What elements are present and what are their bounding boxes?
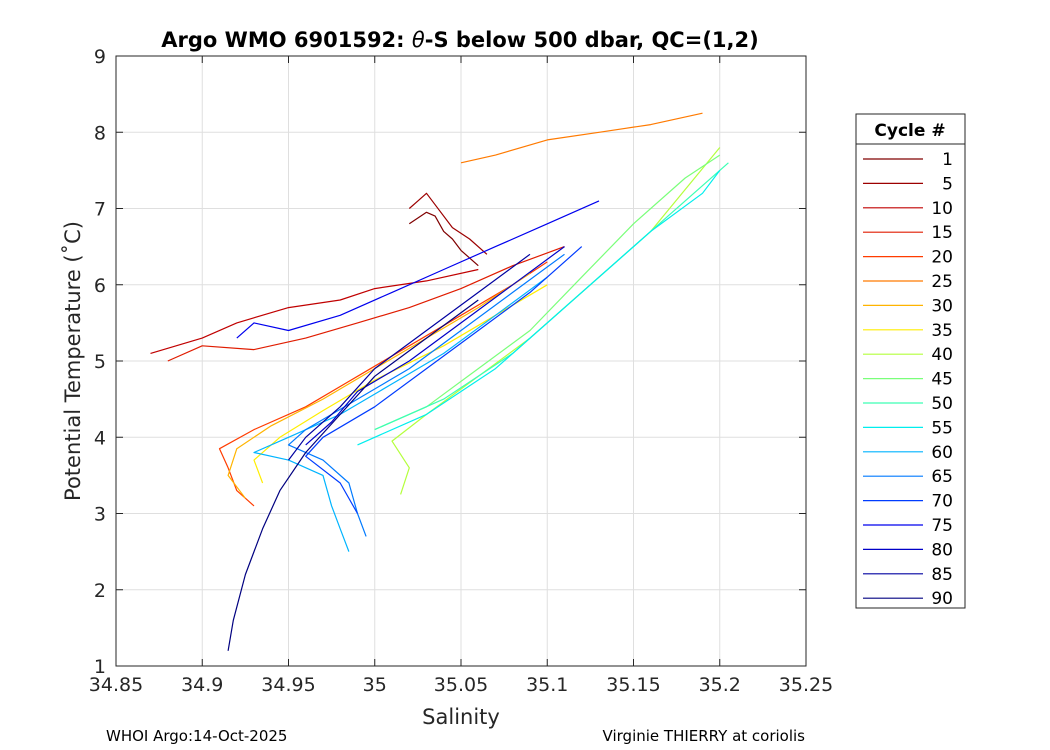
- legend-label: 30: [931, 296, 953, 316]
- legend-label: 85: [931, 565, 953, 585]
- x-tick-label: 35.1: [526, 674, 568, 696]
- y-tick-label: 1: [94, 656, 106, 678]
- x-tick-label: 35.15: [606, 674, 660, 696]
- legend-title: Cycle #: [874, 121, 945, 141]
- series-line-cycle-35: [253, 284, 548, 484]
- series-line-cycle-60: [253, 276, 548, 552]
- legend-label: 90: [931, 589, 953, 609]
- x-tick-label: 35.25: [779, 674, 833, 696]
- x-axis-label: Salinity: [422, 705, 500, 729]
- legend-label: 20: [931, 248, 953, 268]
- chart-title-prefix: Argo WMO 6901592:: [161, 28, 412, 52]
- x-tick-label: 35: [363, 674, 387, 696]
- legend-label: 60: [931, 443, 953, 463]
- x-tick-label: 35.05: [434, 674, 488, 696]
- y-tick-label: 3: [94, 504, 106, 526]
- series-line-cycle-45: [374, 154, 721, 431]
- series-line-cycle-1: [408, 211, 479, 267]
- y-tick-label: 9: [94, 46, 106, 68]
- y-tick-label: 4: [94, 427, 106, 449]
- chart-title: Argo WMO 6901592: θ-S below 500 dbar, QC…: [161, 28, 758, 52]
- series-line-cycle-55: [357, 170, 721, 446]
- y-tick-label: 7: [94, 199, 106, 221]
- y-axis-label: Potential Temperature (˚C): [61, 221, 85, 501]
- legend-label: 35: [931, 321, 953, 341]
- legend-label: 75: [931, 516, 953, 536]
- series-line-cycle-80: [305, 246, 565, 446]
- legend-label: 5: [942, 174, 953, 194]
- x-tick-label: 34.85: [89, 674, 143, 696]
- y-tick-label: 8: [94, 122, 106, 144]
- legend-label: 10: [931, 199, 953, 219]
- x-tick-label: 35.2: [699, 674, 741, 696]
- series-line-cycle-10: [150, 268, 479, 354]
- series-line-cycle-15: [167, 246, 565, 362]
- y-tick-label: 6: [94, 275, 106, 297]
- chart-title-theta: θ: [412, 28, 425, 52]
- legend-label: 1: [942, 150, 953, 170]
- series-lines: [150, 112, 729, 651]
- legend-label: 65: [931, 467, 953, 487]
- legend-label: 15: [931, 223, 953, 243]
- series-line-cycle-90: [227, 299, 479, 651]
- y-tick-label: 2: [94, 580, 106, 602]
- series-line-cycle-75: [236, 200, 600, 339]
- legend-label: 55: [931, 418, 953, 438]
- x-tick-label: 34.95: [261, 674, 315, 696]
- legend-label: 50: [931, 394, 953, 414]
- legend-label: 45: [931, 370, 953, 390]
- legend: Cycle # 15101520253035404550556065707580…: [855, 113, 966, 609]
- chart-title-suffix: -S below 500 dbar, QC=(1,2): [425, 28, 759, 52]
- series-line-cycle-70: [305, 246, 583, 514]
- legend-label: 40: [931, 345, 953, 365]
- x-tick-label: 34.9: [181, 674, 223, 696]
- series-line-cycle-20: [218, 261, 548, 507]
- y-tick-label: 5: [94, 351, 106, 373]
- legend-box: [855, 113, 966, 609]
- series-line-cycle-65: [287, 253, 565, 537]
- series-line-cycle-5: [408, 192, 488, 255]
- series-line-cycle-85: [288, 253, 531, 461]
- legend-label: 80: [931, 540, 953, 560]
- series-line-cycle-25: [460, 112, 703, 164]
- axis-ticks: 34.85 34.9 34.95 35 35.05 35.1 35.15 35.2 35.251…: [89, 46, 833, 696]
- footer-left: WHOI Argo:14-Oct-2025: [106, 727, 287, 745]
- legend-label: 25: [931, 272, 953, 292]
- footer-right: Virginie THIERRY at coriolis: [603, 727, 806, 745]
- series-line-cycle-30: [227, 272, 531, 499]
- grid: [115, 55, 807, 667]
- legend-label: 70: [931, 492, 953, 512]
